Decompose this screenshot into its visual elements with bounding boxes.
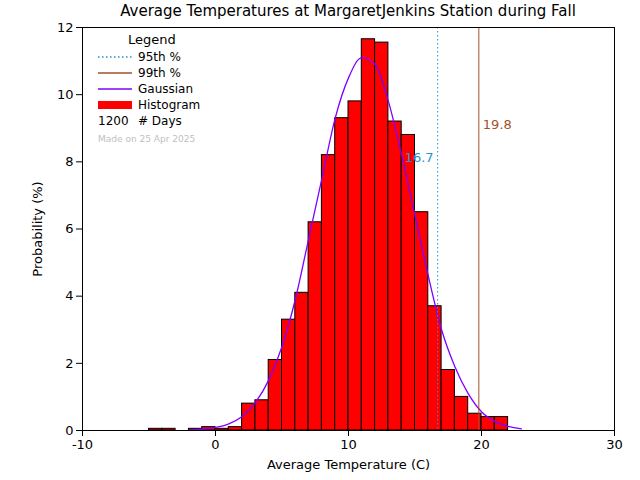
svg-text:20: 20	[473, 437, 490, 452]
svg-text:-10: -10	[72, 437, 93, 452]
html-text:99th %: 99th %	[138, 66, 181, 80]
svg-text:10: 10	[340, 437, 357, 452]
svg-text:10: 10	[57, 87, 74, 102]
svg-text:4: 4	[65, 288, 73, 303]
svg-text:0: 0	[65, 423, 73, 438]
svg-text:16.7: 16.7	[405, 150, 434, 165]
svg-text:8: 8	[65, 154, 73, 169]
html-text:# Days: # Days	[138, 114, 182, 128]
html-text:Average Temperatures at Margar: Average Temperatures at MargaretJenkins …	[120, 2, 576, 20]
svg-text:6: 6	[65, 221, 73, 236]
svg-text:Probability (%): Probability (%)	[30, 181, 45, 276]
svg-text:19.8: 19.8	[483, 117, 512, 132]
svg-text:0: 0	[211, 437, 219, 452]
svg-text:2: 2	[65, 355, 73, 370]
html-text:Histogram: Histogram	[138, 98, 201, 112]
html-text:Made on 25 Apr 2025: Made on 25 Apr 2025	[98, 134, 196, 144]
svg-text:30: 30	[606, 437, 623, 452]
svg-text:12: 12	[57, 22, 74, 35]
svg-text:Average Temperature (C): Average Temperature (C)	[267, 457, 430, 472]
html-text:95th %: 95th %	[138, 50, 181, 64]
html-text:Gaussian: Gaussian	[138, 82, 194, 96]
html-text:1200: 1200	[98, 114, 129, 128]
html-text:Legend: Legend	[128, 32, 176, 47]
